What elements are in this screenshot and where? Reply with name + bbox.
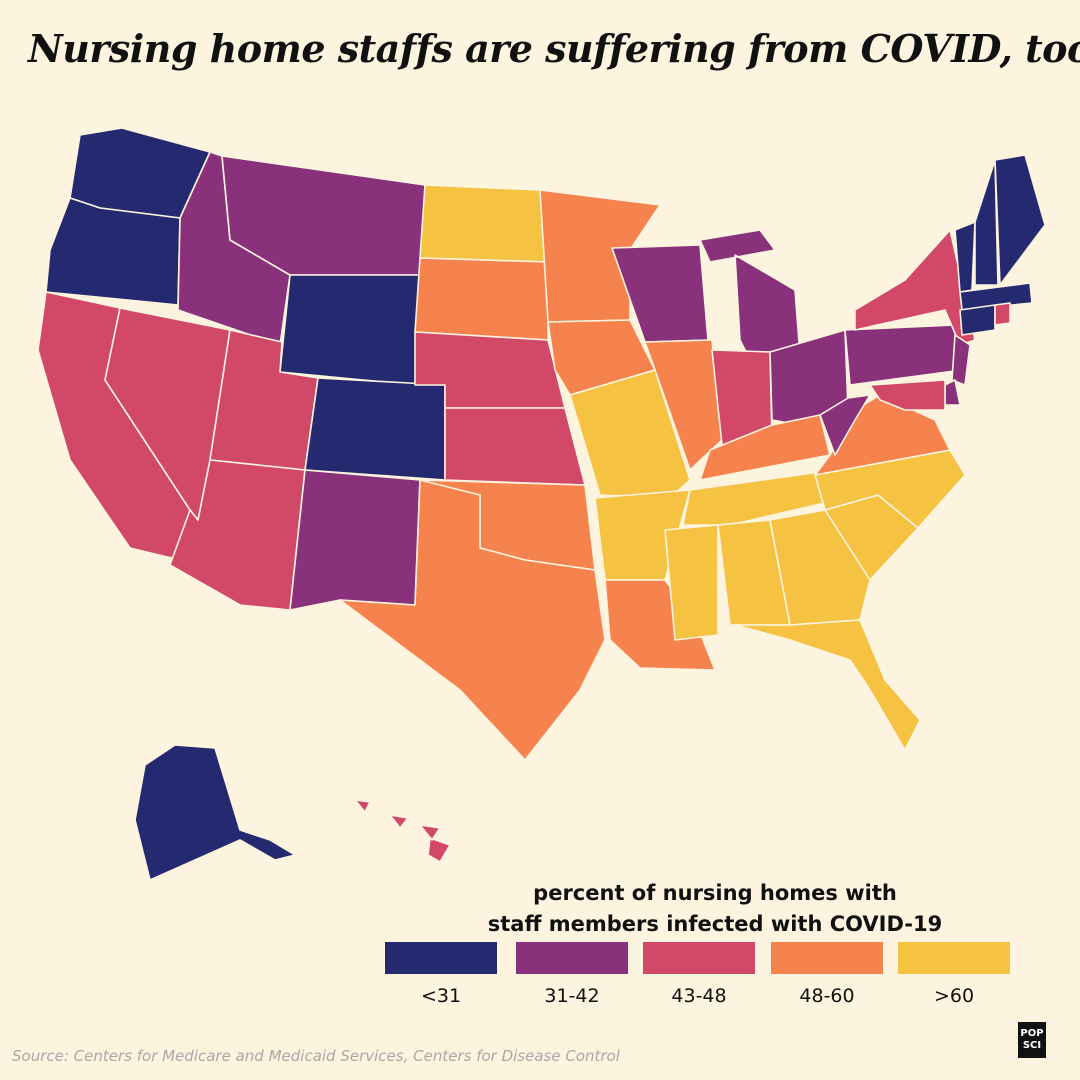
state-sd (414, 257, 549, 341)
state-ky (699, 414, 831, 481)
state-de (944, 379, 961, 406)
state-ms (664, 524, 719, 641)
legend-swatch-48-60 (771, 942, 883, 974)
logo-line-2: SCI (1022, 1040, 1042, 1051)
legend-title: percent of nursing homes with staff memb… (400, 878, 1030, 940)
legend-label-43-48: 43-48 (671, 985, 727, 1007)
state-il (644, 339, 723, 471)
state-co (304, 377, 446, 481)
state-md (869, 379, 946, 411)
state-ak (134, 744, 296, 881)
legend-title-line-2: staff members infected with COVID-19 (487, 912, 943, 936)
state-nh (974, 159, 999, 286)
legend-label-31-42: 31-42 (544, 985, 600, 1007)
state-wv (819, 394, 871, 456)
legend-swatch-43-48 (643, 942, 755, 974)
legend-swatch-over-60 (898, 942, 1010, 974)
state-ct (959, 304, 996, 336)
state-ga (769, 509, 871, 626)
legend-label-48-60: 48-60 (799, 985, 855, 1007)
legend-swatch-under-31 (385, 942, 497, 974)
state-fl (734, 619, 921, 751)
legend-swatch-31-42 (516, 942, 628, 974)
state-ri (994, 302, 1011, 326)
legend-label-under-31: <31 (420, 985, 462, 1007)
state-ma (959, 282, 1033, 311)
state-wy (279, 274, 421, 386)
state-nm (289, 469, 421, 611)
popsci-logo: POP SCI (1018, 1022, 1046, 1058)
state-tx (339, 479, 606, 761)
map-title: Nursing home staffs are suffering from C… (28, 26, 1080, 71)
state-mo (569, 369, 691, 499)
state-hi (354, 799, 451, 863)
legend-label-over-60: >60 (933, 985, 975, 1007)
state-pa (844, 324, 963, 386)
legend-title-line-1: percent of nursing homes with (533, 881, 897, 905)
state-me (994, 154, 1046, 286)
logo-line-1: POP (1020, 1028, 1044, 1039)
source-credit: Source: Centers for Medicare and Medicai… (12, 1047, 620, 1065)
state-nd (419, 184, 549, 263)
state-la (604, 579, 716, 671)
state-mi (699, 229, 801, 361)
state-ks (444, 407, 586, 486)
state-nj (951, 334, 971, 386)
